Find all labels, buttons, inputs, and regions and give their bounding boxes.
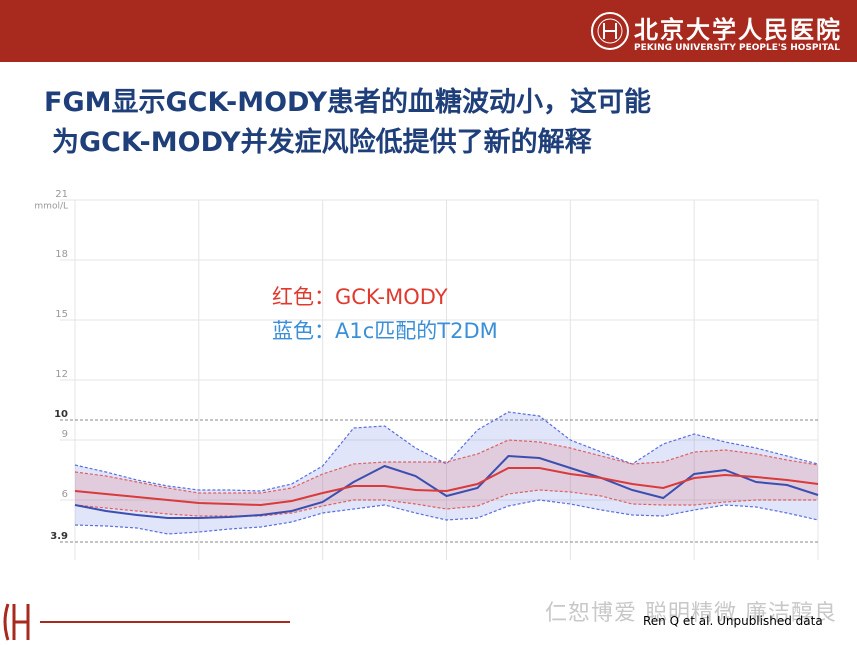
- slide-title: 为GCK-MODY并发症风险低提供了新的解释: [52, 127, 592, 158]
- footer-logo: [3, 603, 290, 641]
- band-area: [75, 412, 818, 534]
- band-line: [74, 489, 818, 517]
- band-line: [74, 439, 819, 494]
- band-area: [75, 440, 818, 516]
- legend-entry: 蓝色：A1c匹配的T2DM: [272, 319, 498, 343]
- y-tick-label: 10: [54, 409, 68, 420]
- y-tick-label: 15: [55, 309, 68, 320]
- header-bar: 北京大学人民医院 PEKING UNIVERSITY PEOPLE'S HOSP…: [0, 0, 857, 62]
- logo: [591, 12, 629, 50]
- y-unit: mmol/L: [34, 202, 68, 212]
- y-tick-label: 6: [62, 489, 68, 500]
- band-line: [74, 411, 819, 492]
- hospital-name-en: PEKING UNIVERSITY PEOPLE'S HOSPITAL: [634, 43, 840, 53]
- median-line: [74, 454, 819, 519]
- y-tick-label: 3.9: [50, 531, 68, 542]
- median-line: [74, 467, 819, 507]
- band-line: [74, 499, 819, 535]
- legend-entry: 红色：GCK-MODY: [272, 285, 448, 309]
- y-tick-label: 21: [55, 189, 68, 200]
- y-tick-label: 9: [62, 429, 68, 440]
- source-note: Ren Q et al. Unpublished data: [643, 614, 823, 628]
- chart: 21 18 15 12 10 9 6 3.9 mmol/L 红色：GCK-MODY 蓝色：A1c匹配…: [34, 189, 819, 560]
- y-tick-label: 18: [55, 249, 68, 260]
- hospital-name: 北京大学人民医院: [634, 15, 842, 44]
- slide-title: FGM显示GCK-MODY患者的血糖波动小，这可能: [44, 87, 652, 118]
- motto: 仁恕博爱 聪明精微 廉洁醇良: [545, 601, 837, 626]
- y-tick-label: 12: [55, 369, 68, 380]
